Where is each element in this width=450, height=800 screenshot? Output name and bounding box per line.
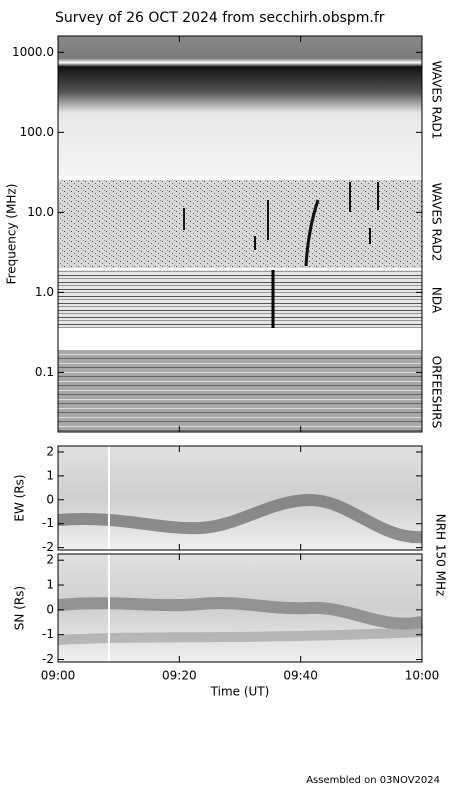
instrument-label: ORFEESHRS <box>430 356 444 428</box>
y-axis-label: EW (Rs) <box>13 474 27 521</box>
y-tick-label: 1 <box>46 578 54 592</box>
panel-frame <box>57 445 423 551</box>
instrument-label: NDA <box>430 287 444 314</box>
x-tick-label: 09:40 <box>283 669 318 683</box>
y-tick-label: -1 <box>42 516 54 530</box>
y-tick-label: 2 <box>46 553 54 567</box>
y-tick-label: -2 <box>42 652 54 666</box>
y-tick-label: 0.1 <box>35 365 54 379</box>
y-tick-label: 10.0 <box>27 205 54 219</box>
footer: Assembled on 03NOV2024 <box>306 775 440 786</box>
y-tick-label: -2 <box>42 540 54 554</box>
x-tick-label: 09:20 <box>162 669 197 683</box>
instrument-label: WAVES RAD1 <box>430 61 444 140</box>
y-tick-label: 2 <box>46 444 54 458</box>
y-tick-label: 0 <box>46 492 54 506</box>
x-tick-label: 09:00 <box>41 669 76 683</box>
y-tick-label: 1.0 <box>35 285 54 299</box>
y-axis-label: Frequency (MHz) <box>5 184 19 285</box>
y-axis-label: SN (Rs) <box>13 586 27 630</box>
spectrogram-images <box>57 36 424 662</box>
panel-frame <box>57 35 423 433</box>
y-tick-label: 0 <box>46 602 54 616</box>
instrument-label: WAVES RAD2 <box>430 183 444 262</box>
chart-title: Survey of 26 OCT 2024 from secchirh.obsp… <box>55 10 385 26</box>
y-tick-label: 1000.0 <box>12 45 54 59</box>
y-tick-label: 1 <box>46 468 54 482</box>
nrh-label: NRH 150 MHz <box>434 514 448 597</box>
y-tick-label: -1 <box>42 627 54 641</box>
x-axis-label: Time (UT) <box>210 685 270 699</box>
panel-frame <box>57 553 423 663</box>
y-tick-label: 100.0 <box>20 125 54 139</box>
x-tick-label: 10:00 <box>405 669 440 683</box>
